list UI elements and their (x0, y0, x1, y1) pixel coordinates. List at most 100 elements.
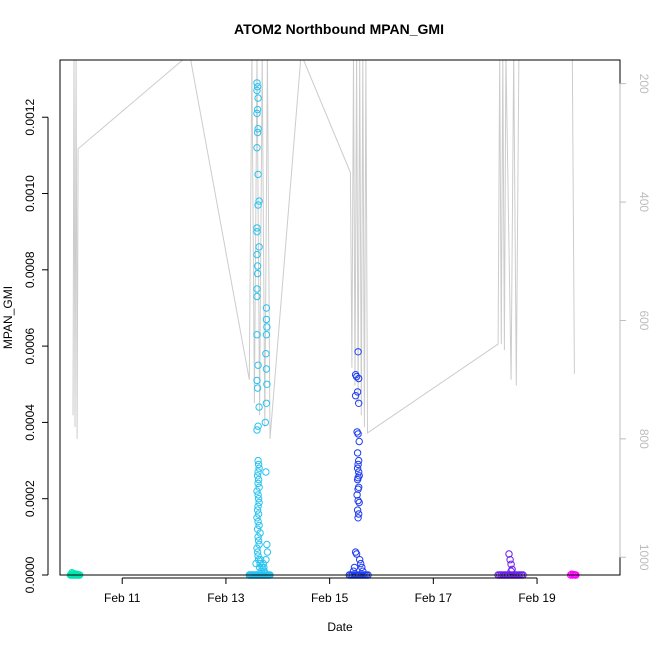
data-point (254, 537, 263, 545)
data-point (253, 144, 261, 152)
data-point (253, 426, 261, 434)
right-tick-label: 200 (637, 74, 650, 94)
y-tick-label: 0.0000 (23, 556, 37, 593)
data-point (254, 170, 262, 179)
data-point (354, 348, 362, 356)
data-point (254, 456, 262, 465)
chart-title: ATOM2 Northbound MPAN_GMI (234, 21, 444, 37)
data-point (255, 498, 263, 507)
data-point (254, 460, 263, 469)
data-point (254, 510, 263, 518)
data-point (352, 372, 361, 381)
data-point (352, 550, 361, 558)
profile-line-layer (72, 60, 575, 439)
data-point (254, 556, 263, 564)
right-tick-label: 1000 (637, 544, 650, 571)
x-tick-label: Feb 13 (207, 591, 245, 605)
data-point (254, 475, 263, 484)
data-point (262, 331, 271, 339)
data-point (254, 94, 262, 102)
data-point (255, 464, 263, 472)
y-tick-label: 0.0002 (23, 480, 37, 517)
right-tick-label: 400 (637, 192, 650, 212)
x-axis: Feb 11 Feb 13 Feb 15 Feb 17 Feb 19 (104, 577, 556, 605)
data-point (255, 540, 263, 549)
data-point (257, 567, 265, 575)
data-point (253, 506, 262, 514)
data-point (353, 475, 362, 484)
data-point (255, 521, 263, 530)
data-point (254, 422, 262, 430)
data-point (254, 517, 262, 526)
data-point (507, 567, 515, 575)
x-tick-label: Feb 15 (311, 591, 349, 605)
data-point (353, 506, 362, 514)
data-point (349, 567, 358, 575)
data-point (253, 384, 262, 392)
data-point (254, 552, 262, 560)
data-point (260, 563, 268, 572)
data-point (253, 331, 261, 339)
y-axis: 0.0000 0.0002 0.0004 0.0006 0.0008 0.0010 0.00… (23, 99, 49, 593)
data-point (350, 563, 359, 572)
data-point (256, 559, 264, 568)
data-point (253, 487, 261, 495)
data-point (354, 496, 362, 505)
data-point (253, 544, 261, 552)
data-point (257, 556, 265, 564)
plot-frame (59, 59, 621, 576)
data-point (355, 399, 363, 407)
data-point (354, 485, 362, 493)
y-tick-label: 0.0004 (23, 404, 37, 441)
data-point (253, 86, 261, 95)
data-point (254, 533, 262, 541)
profile-line (72, 60, 575, 439)
data-point (355, 456, 363, 465)
right-tick-label: 600 (637, 310, 650, 330)
data-point (262, 399, 271, 407)
data-point (263, 380, 271, 388)
data-point (359, 567, 367, 575)
data-point (253, 228, 261, 236)
data-point (254, 479, 262, 488)
data-point (254, 468, 262, 476)
x-tick-label: Feb 17 (415, 591, 453, 605)
data-point (254, 491, 262, 499)
data-point (263, 323, 271, 331)
data-point (255, 243, 263, 251)
data-point (262, 468, 270, 476)
data-point (356, 556, 364, 564)
data-point (262, 304, 271, 312)
data-point (354, 514, 362, 522)
data-point (353, 491, 361, 499)
data-point (253, 250, 261, 259)
y-tick-label: 0.0006 (23, 327, 37, 364)
data-point (253, 525, 262, 533)
data-point (253, 224, 261, 232)
data-point (254, 201, 262, 209)
data-point (253, 109, 261, 118)
right-tick-label: 800 (637, 429, 650, 449)
data-point (357, 559, 365, 568)
data-point (262, 315, 271, 324)
data-point (253, 105, 262, 114)
data-point (254, 361, 262, 369)
data-point (261, 418, 269, 427)
data-point (355, 437, 363, 446)
data-point (506, 556, 514, 564)
data-point (507, 560, 515, 568)
data-point (353, 464, 362, 472)
data-point (253, 269, 262, 278)
data-point (262, 365, 271, 373)
data-point (253, 472, 262, 480)
x-tick-label: Feb 19 (518, 591, 556, 605)
x-axis-label: Date (327, 620, 353, 634)
data-point (354, 460, 362, 469)
data-point (355, 498, 363, 507)
y-tick-label: 0.0012 (23, 99, 37, 136)
data-point (263, 548, 272, 556)
data-point (253, 514, 261, 522)
right-axis: 200 400 600 800 1000 (619, 74, 650, 571)
data-point (254, 502, 262, 510)
